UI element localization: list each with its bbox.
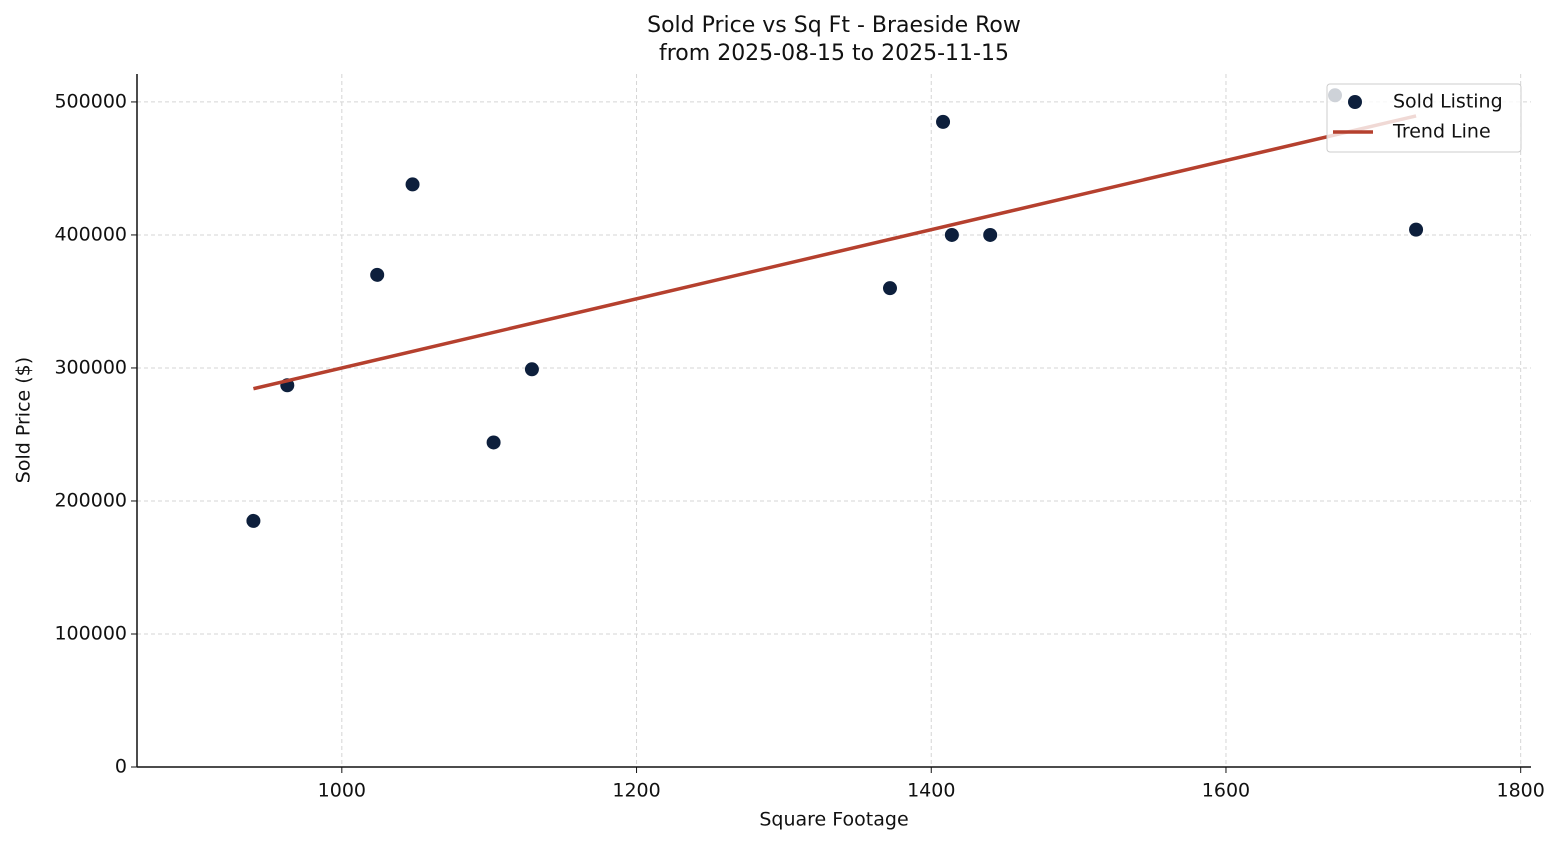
trend-line xyxy=(253,114,1417,391)
y-tick-label: 400000 xyxy=(54,223,127,245)
point xyxy=(405,177,420,192)
chart-title: Sold Price vs Sq Ft - Braeside Row xyxy=(647,13,1021,38)
x-tick-label: 1400 xyxy=(907,780,955,802)
x-tick-label: 1200 xyxy=(612,780,660,802)
x-axis-label: Square Footage xyxy=(759,809,908,831)
point xyxy=(983,227,998,242)
legend: Sold Listing Trend Line xyxy=(1326,83,1522,153)
point xyxy=(882,281,897,296)
legend-box xyxy=(1326,83,1522,153)
point xyxy=(944,227,959,242)
y-tick-label: 300000 xyxy=(54,356,127,378)
point xyxy=(486,435,501,450)
legend-label: Sold Listing xyxy=(1393,91,1503,113)
y-tick-label: 100000 xyxy=(54,622,127,644)
x-tick-label: 1600 xyxy=(1202,780,1250,802)
point xyxy=(246,513,261,528)
legend-label: Trend Line xyxy=(1392,121,1491,143)
chart-subtitle: from 2025-08-15 to 2025-11-15 xyxy=(659,41,1009,66)
legend-swatch xyxy=(1348,95,1362,109)
y-axis-label: Sold Price ($) xyxy=(13,357,35,483)
point xyxy=(1409,222,1424,237)
point xyxy=(370,267,385,282)
y-tick-label: 0 xyxy=(115,756,127,778)
y-tick-label: 500000 xyxy=(54,90,127,112)
point xyxy=(524,362,539,377)
y-tick-label: 200000 xyxy=(54,489,127,511)
x-tick-label: 1800 xyxy=(1497,780,1545,802)
point xyxy=(936,114,951,129)
x-tick-label: 1000 xyxy=(318,780,366,802)
